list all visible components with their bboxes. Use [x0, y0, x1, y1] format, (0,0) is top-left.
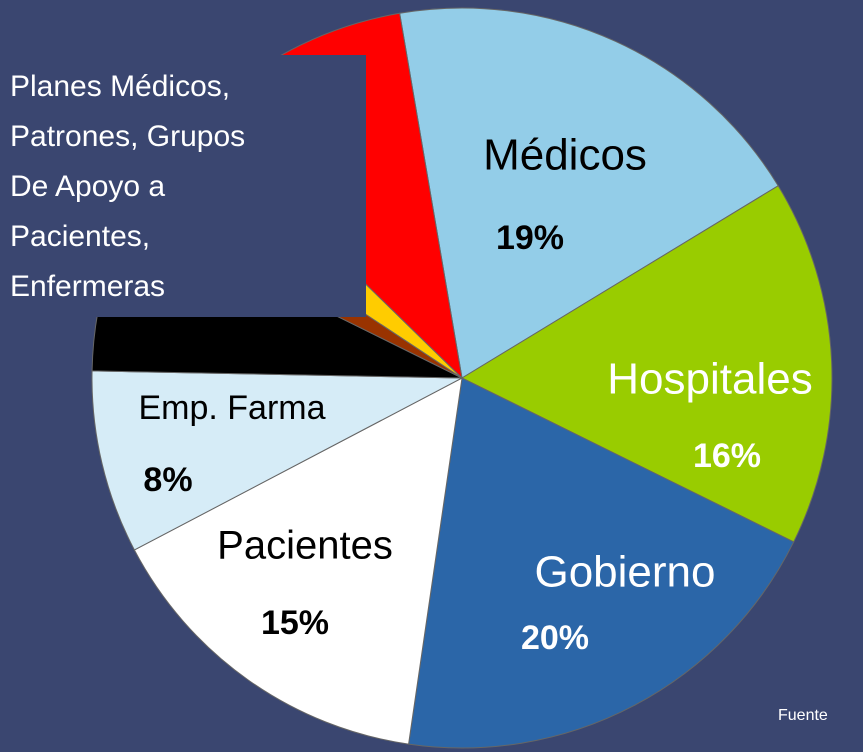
annotation-line: Enfermeras [10, 270, 165, 303]
pie-slice [91, 370, 463, 551]
value-label: 16% [693, 437, 761, 475]
pie [91, 7, 833, 749]
slice-label: Emp. Farma [138, 389, 325, 427]
annotation-line: Pacientes, [10, 220, 150, 253]
value-label: 20% [521, 619, 589, 657]
labels: Médicos 19% Hospitales 16% Gobierno 20% Pacien… [138, 131, 812, 657]
value-label: 8% [143, 461, 192, 499]
annotation-line: De Apoyo a [10, 170, 165, 203]
slice-label: Médicos [483, 131, 647, 180]
slice-label: Pacientes [217, 524, 393, 568]
pie-slice [460, 185, 833, 543]
annotation-box [0, 55, 366, 317]
annotation: Planes Médicos, Patrones, Grupos De Apoyo … [10, 70, 245, 303]
annotation-line: Planes Médicos, [10, 70, 230, 103]
pie-slice [133, 377, 463, 745]
pie-slice [399, 7, 779, 379]
source: Fuente [778, 707, 828, 724]
value-label: 15% [261, 604, 329, 642]
pie-slice [408, 377, 795, 749]
value-label: 19% [496, 219, 564, 257]
annotation-line: Patrones, Grupos [10, 120, 245, 153]
slice-label: Gobierno [534, 548, 715, 597]
slice-label: Hospitales [607, 355, 812, 404]
